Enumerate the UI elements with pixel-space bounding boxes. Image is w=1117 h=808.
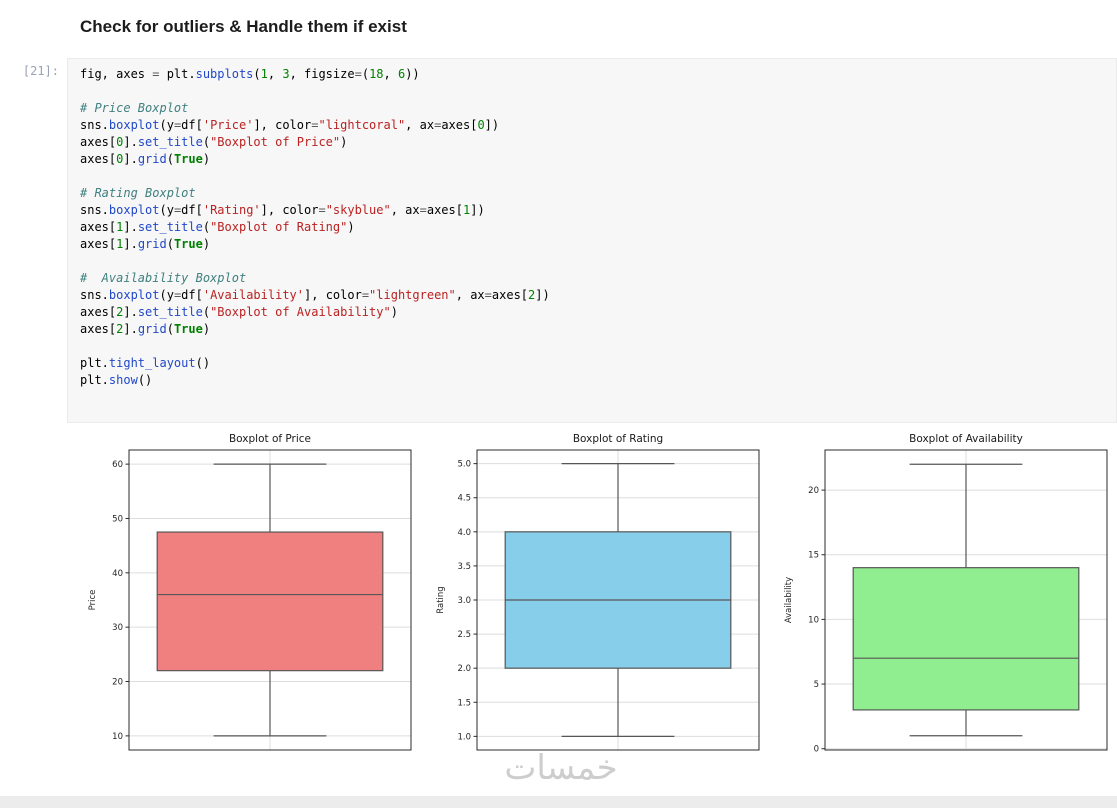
svg-text:15: 15: [808, 551, 819, 561]
code-input-area[interactable]: fig, axes = plt.subplots(1, 3, figsize=(…: [67, 58, 1117, 423]
code-line: axes[0].set_title("Boxplot of Price"): [80, 135, 348, 149]
svg-text:Boxplot of Availability: Boxplot of Availability: [909, 433, 1023, 445]
svg-text:Availability: Availability: [784, 577, 794, 623]
code-line: [80, 168, 1108, 185]
code-line: axes[2].set_title("Boxplot of Availabili…: [80, 305, 398, 319]
svg-text:Boxplot of Price: Boxplot of Price: [229, 433, 311, 445]
svg-text:3.5: 3.5: [457, 562, 471, 572]
svg-text:4.0: 4.0: [457, 528, 471, 538]
svg-text:5: 5: [814, 680, 819, 690]
svg-text:10: 10: [112, 732, 123, 742]
code-cell: [21]: fig, axes = plt.subplots(1, 3, fig…: [0, 58, 1117, 423]
svg-text:1.0: 1.0: [457, 732, 471, 742]
code-line: # Availability Boxplot: [80, 271, 247, 285]
boxplot-rating-chart: 1.0 1.5 2.0 2.5 3.0 3.5 4.0 4.5 5.0 Boxplot of Ra…: [433, 430, 763, 760]
svg-text:3.0: 3.0: [457, 596, 471, 606]
svg-text:4.5: 4.5: [457, 494, 471, 504]
code-line: sns.boxplot(y=df['Price'], color="lightc…: [80, 118, 500, 132]
code-line: axes[1].set_title("Boxplot of Rating"): [80, 220, 355, 234]
code-editor[interactable]: fig, axes = plt.subplots(1, 3, figsize=(…: [80, 66, 1108, 389]
code-line: sns.boxplot(y=df['Rating'], color="skybl…: [80, 203, 485, 217]
svg-text:2.5: 2.5: [457, 630, 471, 640]
notebook-page: Check for outliers & Handle them if exis…: [0, 16, 1117, 808]
svg-text:2.0: 2.0: [457, 664, 471, 674]
svg-text:20: 20: [808, 486, 819, 496]
code-line: axes[1].grid(True): [80, 237, 211, 251]
matplotlib-figure: 10 20 30 40 50 60 Boxplot of Price Price 1.0 1.5…: [85, 430, 1117, 760]
code-line: # Price Boxplot: [80, 101, 189, 115]
code-line: plt.tight_layout(): [80, 356, 211, 370]
svg-text:20: 20: [112, 678, 123, 688]
code-line: [80, 253, 1108, 270]
code-line: [80, 83, 1108, 100]
svg-text:5.0: 5.0: [457, 460, 471, 470]
markdown-heading: Check for outliers & Handle them if exis…: [80, 17, 407, 36]
svg-text:50: 50: [112, 514, 123, 524]
svg-text:Rating: Rating: [436, 586, 446, 613]
code-line: axes[0].grid(True): [80, 152, 211, 166]
code-line: fig, axes = plt.subplots(1, 3, figsize=(…: [80, 67, 420, 81]
svg-text:10: 10: [808, 615, 819, 625]
code-line: # Rating Boxplot: [80, 186, 196, 200]
code-line: axes[2].grid(True): [80, 322, 211, 336]
svg-text:1.5: 1.5: [457, 698, 471, 708]
svg-text:60: 60: [112, 460, 123, 470]
code-line: sns.boxplot(y=df['Availability'], color=…: [80, 288, 550, 302]
boxplot-availability-chart: 0 5 10 15 20 Boxplot of Availability Availabil…: [781, 430, 1111, 760]
svg-text:30: 30: [112, 623, 123, 633]
svg-text:40: 40: [112, 569, 123, 579]
svg-text:0: 0: [814, 745, 819, 755]
boxplot-price-chart: 10 20 30 40 50 60 Boxplot of Price Price: [85, 430, 415, 760]
svg-text:Price: Price: [88, 590, 98, 611]
page-bottom-strip: [0, 796, 1117, 808]
cell-output: 10 20 30 40 50 60 Boxplot of Price Price 1.0 1.5…: [85, 430, 1117, 760]
code-line: [80, 338, 1108, 355]
cell-execution-count: [21]:: [22, 64, 59, 78]
code-line: plt.show(): [80, 373, 153, 387]
svg-text:Boxplot of Rating: Boxplot of Rating: [573, 433, 663, 445]
